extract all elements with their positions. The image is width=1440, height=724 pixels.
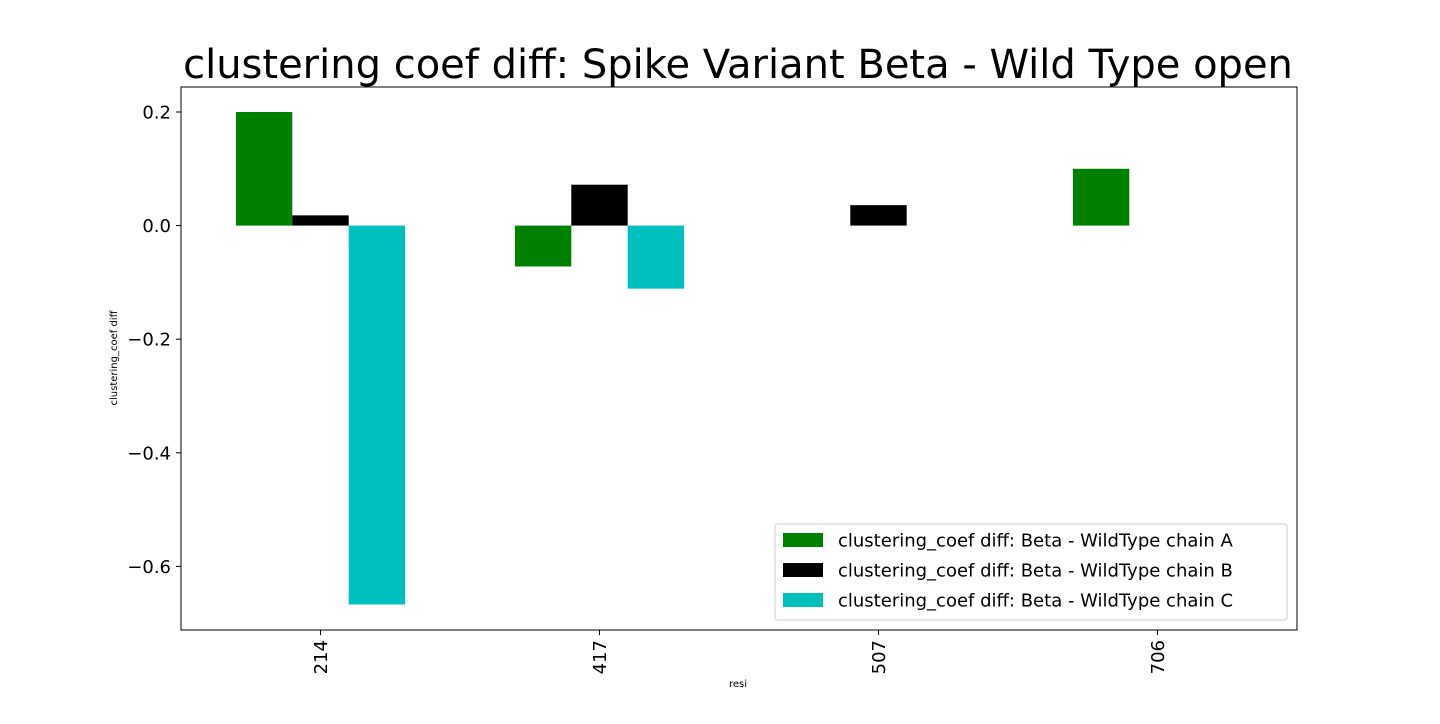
bar-417-chain-C (627, 225, 685, 289)
y-axis-label: clustering_coef diff (109, 309, 120, 405)
bar-214-chain-C (348, 225, 406, 605)
legend-label: clustering_coef diff: Beta - WildType ch… (838, 591, 1233, 612)
legend-swatch (783, 563, 823, 577)
x-axis-label: resi (729, 679, 747, 690)
bar-214-chain-B (292, 215, 349, 226)
bars-group (235, 111, 1130, 605)
x-axis: 214 417 507 706 (311, 630, 1169, 674)
y-tick-label: −0.6 (127, 557, 171, 578)
legend-label: clustering_coef diff: Beta - WildType ch… (838, 561, 1233, 582)
bar-417-chain-B (571, 184, 628, 226)
x-tick-label: 214 (311, 640, 332, 674)
legend: clustering_coef diff: Beta - WildType ch… (774, 523, 1288, 621)
legend-swatch (783, 593, 823, 607)
y-tick-label: −0.2 (127, 330, 171, 351)
bar-417-chain-A (514, 225, 572, 267)
legend-label: clustering_coef diff: Beta - WildType ch… (838, 531, 1234, 552)
plot-frame (180, 86, 1298, 631)
x-tick-label: 507 (869, 640, 890, 674)
y-tick-label: 0.0 (142, 216, 171, 237)
y-axis: 0.2 0.0 −0.2 −0.4 −0.6 (127, 102, 181, 578)
bar-706-chain-A (1072, 168, 1130, 226)
chart-title: clustering coef diff: Spike Variant Beta… (183, 42, 1293, 88)
bar-214-chain-A (235, 111, 293, 226)
legend-box (774, 523, 1288, 621)
x-tick-label: 706 (1148, 640, 1169, 674)
y-tick-label: −0.4 (127, 443, 171, 464)
y-tick-label: 0.2 (142, 102, 171, 123)
legend-swatch (783, 533, 823, 547)
bar-507-chain-B (850, 205, 907, 226)
x-tick-label: 417 (590, 640, 611, 674)
